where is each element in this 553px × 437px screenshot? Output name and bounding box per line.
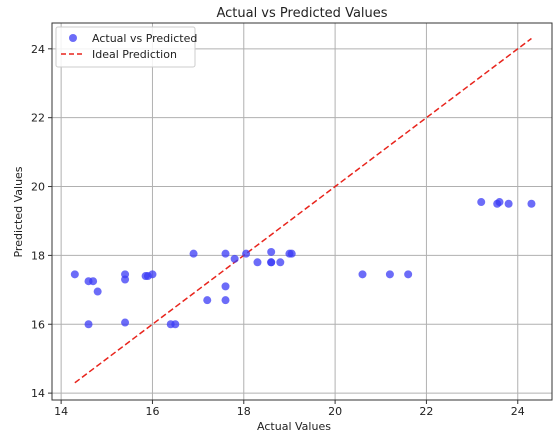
y-tick-label: 14 <box>31 387 45 400</box>
legend-label-actual: Actual vs Predicted <box>92 32 197 45</box>
scatter-point <box>495 198 503 206</box>
scatter-point <box>190 250 198 258</box>
scatter-point <box>288 250 296 258</box>
scatter-point <box>148 270 156 278</box>
x-tick-label: 24 <box>511 405 525 418</box>
x-axis-title: Actual Values <box>257 420 331 433</box>
scatter-point <box>89 277 97 285</box>
scatter-point <box>85 320 93 328</box>
scatter-point <box>242 250 250 258</box>
scatter-point <box>121 275 129 283</box>
scatter-point <box>253 258 261 266</box>
x-tick-label: 20 <box>328 405 342 418</box>
scatter-point <box>404 270 412 278</box>
scatter-points <box>71 198 536 328</box>
ideal-prediction-line <box>75 38 532 382</box>
scatter-point <box>359 270 367 278</box>
legend-label-ideal: Ideal Prediction <box>92 48 177 61</box>
scatter-point <box>71 270 79 278</box>
scatter-point <box>222 296 230 304</box>
scatter-point <box>203 296 211 304</box>
scatter-point <box>94 288 102 296</box>
scatter-point <box>386 270 394 278</box>
scatter-point <box>505 200 513 208</box>
scatter-point <box>527 200 535 208</box>
y-tick-label: 22 <box>31 112 45 125</box>
scatter-point <box>171 320 179 328</box>
y-tick-label: 18 <box>31 249 45 262</box>
legend-marker-actual <box>69 34 77 42</box>
x-tick-label: 22 <box>419 405 433 418</box>
x-tick-label: 18 <box>237 405 251 418</box>
scatter-point <box>267 248 275 256</box>
scatter-point <box>267 258 275 266</box>
x-tick-label: 14 <box>54 405 68 418</box>
ideal-line-layer <box>75 38 532 382</box>
scatter-point <box>276 258 284 266</box>
chart-title: Actual vs Predicted Values <box>216 6 387 21</box>
scatter-point <box>477 198 485 206</box>
scatter-point <box>231 255 239 263</box>
y-tick-label: 16 <box>31 318 45 331</box>
scatter-point <box>222 250 230 258</box>
y-tick-label: 24 <box>31 43 45 56</box>
legend: Actual vs Predicted Ideal Prediction <box>56 27 197 67</box>
y-axis-title: Predicted Values <box>12 166 25 257</box>
x-tick-label: 16 <box>145 405 159 418</box>
scatter-point <box>222 282 230 290</box>
scatter-point <box>121 319 129 327</box>
y-tick-label: 20 <box>31 181 45 194</box>
